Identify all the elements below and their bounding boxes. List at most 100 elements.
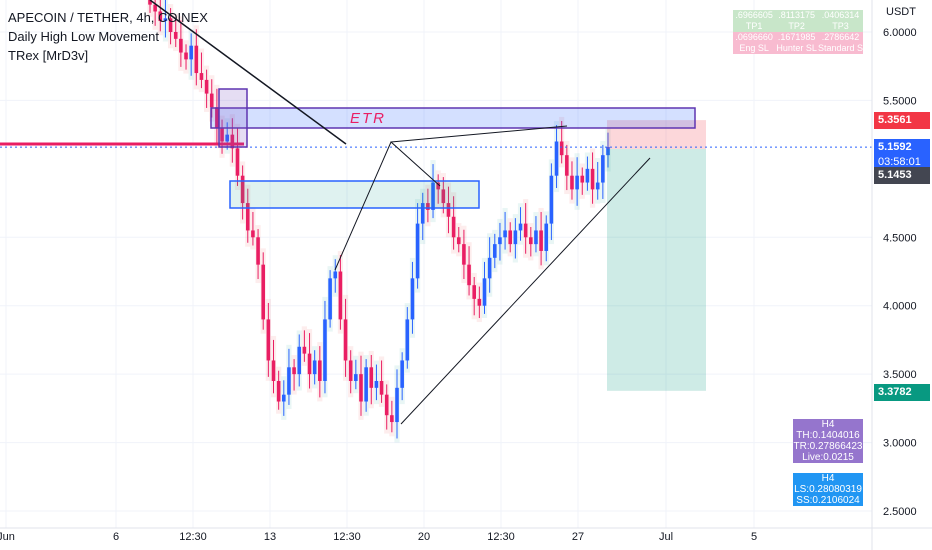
- y-tick-label: 6.0000: [883, 27, 917, 39]
- countdown: 03:58:01: [878, 156, 921, 168]
- candle-body: [168, 18, 173, 32]
- candle-body: [405, 319, 410, 361]
- x-tick-label: 20: [418, 531, 430, 543]
- candle-body: [534, 230, 538, 245]
- y-tick-label: 4.0000: [883, 301, 917, 313]
- symbol-title[interactable]: APECOIN / TETHER, 4h, COINEX: [8, 10, 208, 25]
- h4-title-b: H4: [821, 473, 835, 484]
- candle-body: [441, 189, 446, 204]
- stop-price-badge: 5.3561: [874, 112, 930, 129]
- indicator-trex[interactable]: TRex [MrD3v]: [8, 48, 89, 63]
- entry-price-badge: 5.1453: [874, 167, 930, 184]
- h4-live: Live:0.0215: [802, 452, 854, 463]
- candle-body: [199, 73, 204, 80]
- candle-body: [590, 168, 595, 190]
- support-zone: [229, 180, 480, 209]
- y-tick-label: 3.0000: [883, 438, 917, 450]
- hunter-sl-cell: .1671985 Hunter SL: [775, 32, 818, 54]
- candle-body: [477, 298, 482, 306]
- candle-body: [318, 360, 322, 381]
- tp-table: .6966605 TP1 .8113175 TP2 .0406314 TP3 .069…: [733, 10, 863, 54]
- candle-body: [410, 278, 415, 320]
- candle-body: [235, 148, 240, 176]
- candle-body: [240, 175, 245, 204]
- candle-body: [384, 394, 389, 416]
- candle-body: [374, 380, 379, 388]
- candle-body: [158, 11, 163, 22]
- candle-body: [251, 230, 255, 238]
- eng-sl-cell: .0696660 Eng SL: [733, 32, 776, 54]
- eng-sl-label: Eng SL: [739, 43, 769, 53]
- x-tick-label: 12:30: [179, 531, 207, 543]
- target-price-badge: 3.3782: [874, 384, 930, 401]
- candle-body: [487, 257, 492, 279]
- candle-body: [333, 271, 338, 279]
- candle-body: [446, 203, 451, 217]
- ascending-trendline: [400, 157, 651, 425]
- candle-body: [498, 237, 502, 245]
- candle-body: [194, 45, 199, 74]
- candle-body: [230, 134, 235, 149]
- candle-body: [271, 360, 276, 381]
- candle-body: [215, 107, 219, 128]
- candle-body: [220, 127, 224, 142]
- candle-body: [420, 203, 425, 224]
- candle-body: [209, 93, 214, 108]
- etr-zone-label: ETR: [350, 110, 386, 127]
- etr-zone: [210, 107, 696, 129]
- candle-body: [595, 182, 600, 190]
- candle-body: [601, 155, 605, 183]
- candle-body: [379, 380, 384, 395]
- candle-body: [354, 374, 358, 381]
- x-tick-label: 12:30: [333, 531, 361, 543]
- candle-body: [518, 223, 523, 231]
- candle-body: [163, 18, 168, 22]
- last-price: 5.1592: [878, 141, 912, 153]
- candle-body: [287, 367, 291, 395]
- standard-sl-value: .2786642: [821, 32, 860, 42]
- last-price-badge: 5.1592 03:58:01: [874, 139, 930, 171]
- candle-body: [328, 278, 332, 320]
- candle-body: [184, 52, 188, 60]
- candle-body: [467, 264, 471, 286]
- candle-body: [276, 380, 281, 402]
- candle-body: [554, 141, 559, 176]
- eng-sl-value: .0696660: [735, 32, 773, 42]
- candle-body: [148, 0, 152, 5]
- candle-body: [580, 175, 585, 183]
- h4-tr: TR:0.27866423: [793, 441, 863, 452]
- candle-body: [549, 175, 554, 224]
- y-tick-label: 4.5000: [883, 232, 917, 244]
- h4-ls: LS:0.28080319: [794, 484, 862, 495]
- candle-body: [585, 168, 590, 183]
- candle-body: [400, 360, 404, 388]
- candle-body: [456, 237, 461, 245]
- descending-trendline: [149, 0, 347, 145]
- chart-grid: [0, 0, 872, 528]
- candle-body: [462, 244, 466, 265]
- candle-body: [508, 230, 513, 245]
- h4-sl-info: H4 LS:0.28080319 SS:0.2106024: [793, 473, 863, 506]
- candle-body: [343, 319, 348, 361]
- tp1-cell: .6966605 TP1: [733, 10, 776, 32]
- candle-body: [472, 285, 477, 299]
- candle-body: [559, 141, 564, 156]
- candle-body: [204, 79, 209, 94]
- indicator-daily-high-low[interactable]: Daily High Low Movement: [8, 29, 160, 44]
- pattern-line-top: [390, 125, 568, 143]
- x-tick-label: 12:30: [487, 531, 515, 543]
- candle-body: [307, 353, 312, 375]
- candle-body: [323, 319, 327, 381]
- candle-body: [312, 360, 317, 375]
- candle-body: [390, 415, 394, 423]
- candle-body: [173, 32, 178, 39]
- candle-body: [189, 45, 193, 60]
- tp1-label: TP1: [745, 21, 763, 31]
- hunter-sl-value: .1671985: [777, 32, 816, 42]
- y-tick-label: 3.5000: [883, 369, 917, 381]
- candle-body: [256, 237, 260, 265]
- y-tick-label: 2.5000: [883, 506, 917, 518]
- candle-body: [364, 367, 368, 402]
- candle-body: [426, 203, 430, 210]
